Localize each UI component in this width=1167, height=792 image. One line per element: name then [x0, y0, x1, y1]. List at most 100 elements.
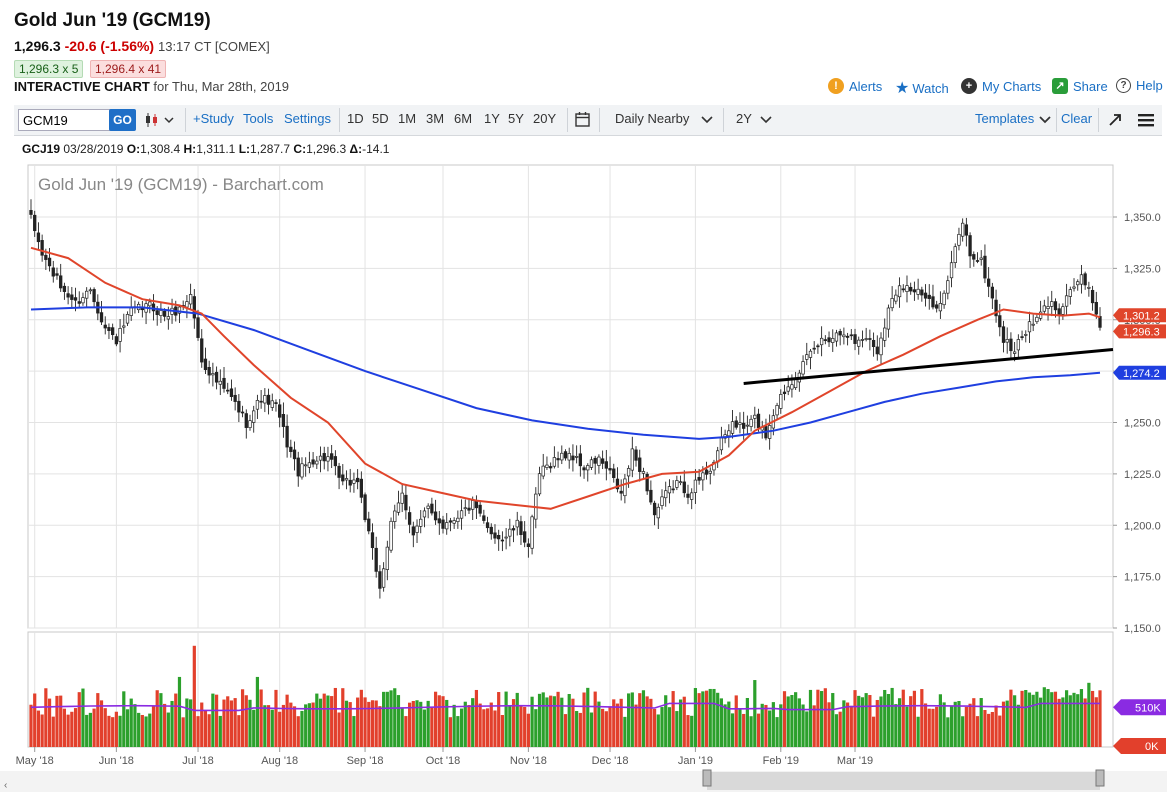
clear-button[interactable]: Clear [1061, 111, 1093, 126]
volume-bar [549, 695, 553, 747]
menu-icon[interactable] [1138, 113, 1154, 127]
candle-body [541, 465, 545, 477]
volume-bar [144, 716, 148, 747]
period-1y[interactable]: 1Y [484, 111, 500, 126]
calendar-icon[interactable] [575, 111, 591, 127]
alerts-link[interactable]: ! Alerts [828, 78, 882, 94]
ohlc-delta: -14.1 [362, 142, 390, 156]
candle-body [986, 278, 991, 287]
add-study-button[interactable]: +Study [193, 111, 234, 126]
volume-bar [641, 690, 646, 747]
candle-body [912, 289, 917, 293]
candle-body [322, 453, 326, 462]
candle-body [1035, 316, 1039, 323]
volume-bar [875, 699, 879, 747]
volume-ma-label: 510K [1135, 702, 1161, 714]
volume-bar [567, 694, 571, 747]
candle-body [200, 338, 204, 363]
volume-bar [445, 699, 449, 747]
period-5d[interactable]: 5D [372, 111, 389, 126]
time-axis: May '18 Jun '18 Jul '18 Aug '18 Sep '18 Oct '… [16, 747, 873, 767]
volume-bar [912, 690, 917, 747]
volume-bar [29, 704, 33, 747]
price-labels: 1,296.3 1,301.2 1,274.2 510K 0K [1113, 308, 1166, 754]
quote-line: 1,296.3 -20.6 (-1.56%) 13:17 CT [COMEX] [14, 38, 270, 54]
volume-bar [1039, 697, 1043, 747]
volume-bar [946, 717, 950, 747]
candle-body [738, 422, 742, 425]
volume-bar [233, 698, 237, 747]
volume-bar [526, 713, 530, 747]
templates-button[interactable]: Templates [975, 111, 1035, 126]
symbol-input[interactable] [18, 109, 112, 131]
volume-bar [949, 706, 954, 747]
candle-body [983, 255, 987, 279]
period-1m[interactable]: 1M [398, 111, 417, 126]
candle-body [719, 437, 724, 451]
volume-bar [964, 706, 968, 747]
volume-bar [690, 715, 694, 747]
go-button[interactable]: GO [109, 109, 136, 131]
candle-body [901, 288, 905, 291]
volume-bar [456, 716, 460, 747]
volume-bar [77, 692, 81, 747]
watch-link[interactable]: ★ Watch [895, 78, 949, 98]
x-tick-label: Dec '18 [592, 755, 629, 767]
chevron-down-icon[interactable] [1039, 115, 1051, 125]
candle-body [953, 246, 957, 264]
period-20y[interactable]: 20Y [533, 111, 557, 126]
period-6m[interactable]: 6M [454, 111, 473, 126]
share-link[interactable]: ↗ Share [1052, 78, 1108, 94]
settings-button[interactable]: Settings [284, 111, 331, 126]
candle-body [626, 468, 631, 477]
period-5y[interactable]: 5Y [508, 111, 524, 126]
candle-body [916, 288, 920, 295]
x-tick-label: Aug '18 [261, 755, 298, 767]
volume-bar [300, 710, 304, 747]
help-link[interactable]: ? Help [1116, 78, 1163, 93]
chevron-down-icon[interactable] [760, 115, 772, 125]
volume-bar [163, 703, 167, 747]
volume-bar [860, 697, 865, 747]
candle-body [831, 338, 835, 343]
candle-body [355, 477, 360, 483]
my-charts-link[interactable]: + My Charts [961, 78, 1041, 94]
chevron-down-icon[interactable] [701, 115, 713, 125]
candle-body [678, 481, 683, 484]
candle-body [838, 331, 842, 336]
period-1d[interactable]: 1D [347, 111, 364, 126]
aggregation-select[interactable]: Daily Nearby [615, 111, 690, 126]
period-3m[interactable]: 3M [426, 111, 445, 126]
volume-bar [530, 696, 534, 747]
volume-bar [285, 694, 289, 747]
candle-body [871, 339, 876, 348]
y-tick-label: 1,250.0 [1124, 418, 1161, 430]
volume-bar [81, 688, 85, 747]
candle-body [248, 420, 252, 429]
tools-button[interactable]: Tools [243, 111, 274, 126]
volume-bar [537, 693, 542, 747]
toolbar-divider [1098, 108, 1099, 132]
ma-short-label: 1,301.2 [1123, 310, 1160, 322]
price-axis: 1,350.01,325.01,300.01,275.01,250.01,225… [1113, 212, 1161, 635]
candle-body [537, 473, 542, 495]
chart-type-icon[interactable] [144, 112, 178, 128]
candle-body [894, 294, 898, 302]
last-price-label: 1,296.3 [1123, 326, 1160, 338]
price-change: -20.6 (-1.56%) [64, 38, 155, 54]
volume-bar [181, 717, 185, 747]
volume-bar [485, 708, 490, 747]
expand-icon[interactable] [1108, 113, 1122, 127]
candle-body [779, 394, 783, 409]
candle-body [218, 380, 222, 385]
candle-body [214, 371, 219, 383]
volume-bar [927, 708, 931, 747]
timeline-scrollbar[interactable]: ‹ [0, 769, 1167, 792]
volume-bar [70, 711, 74, 747]
ohlc-date: 03/28/2019 [63, 142, 124, 156]
ma-long-label: 1,274.2 [1123, 368, 1160, 380]
range-select[interactable]: 2Y [736, 111, 752, 126]
x-tick-label: Nov '18 [510, 755, 547, 767]
volume-bar [905, 706, 909, 747]
